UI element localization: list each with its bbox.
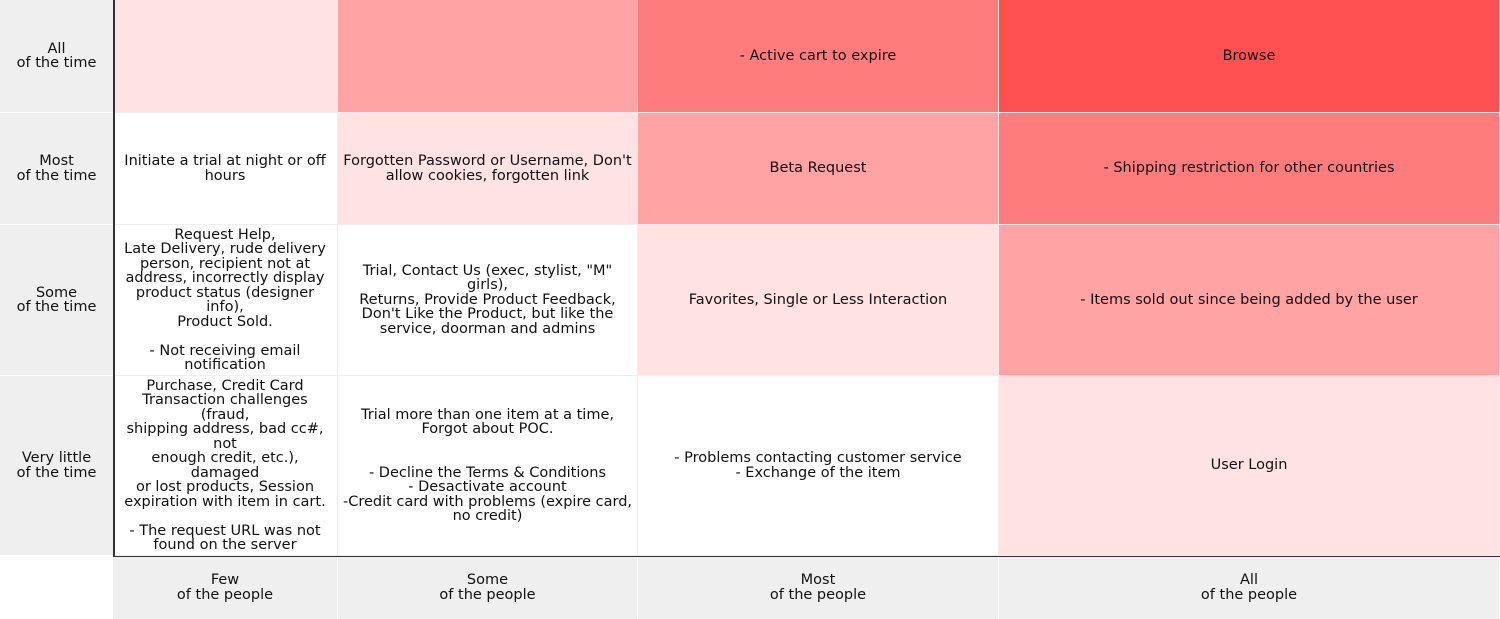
horizontal-axis-line — [113, 556, 1500, 557]
column-label-text: All of the people — [1200, 572, 1298, 603]
matrix-cell: Browse — [999, 0, 1500, 113]
column-label-some-people: Some of the people — [338, 556, 638, 619]
cell-text: Beta Request — [769, 160, 867, 177]
cell-text: - Items sold out since being added by th… — [1080, 291, 1418, 308]
row-label-text: Very little of the time — [16, 450, 97, 481]
matrix-cell — [113, 0, 338, 113]
cell-text: Purchase, Credit Card Transaction challe… — [124, 377, 326, 553]
matrix-cell: - Items sold out since being added by th… — [999, 225, 1500, 376]
column-label-few-people: Few of the people — [113, 556, 338, 619]
row-label-some-time: Some of the time — [0, 225, 113, 376]
cell-text: Trial, Contact Us (exec, stylist, "M" gi… — [359, 262, 616, 337]
matrix-cell: Beta Request — [638, 113, 999, 225]
column-label-text: Most of the people — [769, 572, 867, 603]
matrix-cell — [338, 0, 638, 113]
column-label-text: Few of the people — [176, 572, 274, 603]
cell-text: User Login — [1210, 457, 1288, 474]
matrix-cell: Favorites, Single or Less Interaction — [638, 225, 999, 376]
matrix-cell: - Shipping restriction for other countri… — [999, 113, 1500, 225]
matrix-cell: Forgotten Password or Username, Don't al… — [338, 113, 638, 225]
row-label-most-time: Most of the time — [0, 113, 113, 225]
row-label-text: Some of the time — [16, 284, 97, 315]
row-label-text: All of the time — [16, 40, 97, 71]
cell-text: Request Help, Late Delivery, rude delive… — [124, 226, 326, 373]
corner-blank — [0, 556, 113, 619]
cell-text: Trial more than one item at a time, Forg… — [342, 406, 633, 524]
matrix-cell: Request Help, Late Delivery, rude delive… — [113, 225, 338, 376]
cell-text: Initiate a trial at night or off hours — [124, 153, 326, 184]
column-label-text: Some of the people — [439, 572, 536, 603]
matrix-cell: - Active cart to expire — [638, 0, 999, 113]
row-label-text: Most of the time — [16, 153, 97, 184]
matrix-cell: User Login — [999, 376, 1500, 556]
row-label-all-time: All of the time — [0, 0, 113, 113]
column-label-all-people: All of the people — [999, 556, 1500, 619]
matrix-cell: Trial, Contact Us (exec, stylist, "M" gi… — [338, 225, 638, 376]
cell-text: Browse — [1222, 47, 1276, 64]
matrix-cell: Trial more than one item at a time, Forg… — [338, 376, 638, 556]
cell-text: - Active cart to expire — [739, 47, 897, 64]
matrix-cell: Purchase, Credit Card Transaction challe… — [113, 376, 338, 556]
matrix-cell: Initiate a trial at night or off hours — [113, 113, 338, 225]
row-label-very-little-time: Very little of the time — [0, 376, 113, 556]
cell-text: Forgotten Password or Username, Don't al… — [343, 153, 632, 184]
vertical-axis-line — [113, 0, 115, 557]
cell-text: Favorites, Single or Less Interaction — [688, 291, 948, 308]
cell-text: - Problems contacting customer service -… — [674, 450, 962, 481]
cell-text: - Shipping restriction for other countri… — [1103, 160, 1395, 177]
column-label-most-people: Most of the people — [638, 556, 999, 619]
matrix-cell: - Problems contacting customer service -… — [638, 376, 999, 556]
